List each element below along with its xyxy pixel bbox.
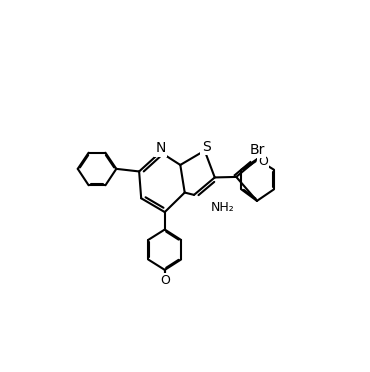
Text: N: N	[155, 141, 165, 155]
Text: Br: Br	[249, 143, 265, 157]
Text: S: S	[202, 140, 211, 154]
Text: O: O	[258, 155, 268, 168]
Text: O: O	[160, 274, 170, 287]
Text: O: O	[160, 281, 170, 294]
Bar	[151, 286, 179, 309]
Text: CH₃: CH₃	[154, 296, 175, 306]
Text: NH₂: NH₂	[211, 201, 235, 214]
